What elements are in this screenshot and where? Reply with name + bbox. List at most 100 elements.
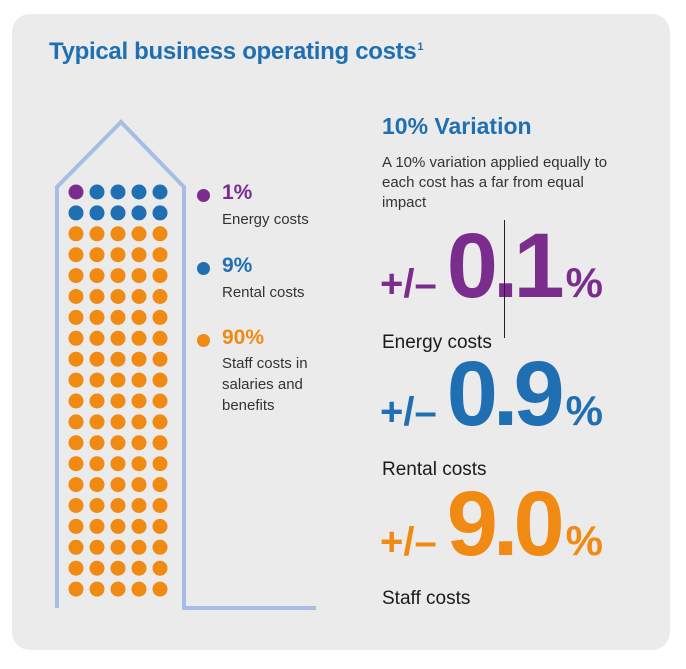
dot-staff xyxy=(152,393,168,409)
dot-staff xyxy=(152,518,168,534)
impact-staff-value: 9.0 xyxy=(446,473,565,575)
dot-staff xyxy=(68,330,84,346)
dot-staff xyxy=(68,414,84,430)
dot-staff xyxy=(131,247,147,263)
impact-rental-suffix: % xyxy=(565,387,603,434)
dot-grid xyxy=(68,184,168,597)
dot-staff xyxy=(110,539,126,555)
dot-staff xyxy=(68,268,84,284)
dot-rental xyxy=(131,205,147,221)
dot-staff xyxy=(131,393,147,409)
title-footnote-marker: 1 xyxy=(417,41,424,53)
impact-energy-label: Energy costs xyxy=(382,332,492,353)
dot-staff xyxy=(89,498,105,513)
impact-rental-label: Rental costs xyxy=(382,459,487,480)
dot-staff xyxy=(110,435,126,451)
dot-staff xyxy=(110,393,126,409)
impact-staff-prefix: +/– xyxy=(380,520,437,564)
dot-staff xyxy=(89,330,105,346)
dot-rental xyxy=(89,184,105,200)
dot-staff xyxy=(89,435,105,451)
dot-staff xyxy=(68,372,84,388)
legend-pct-staff: 90% xyxy=(222,326,265,349)
dot-staff xyxy=(89,414,105,430)
impact-energy-suffix: % xyxy=(565,259,603,306)
dot-staff xyxy=(68,498,84,513)
dot-staff xyxy=(110,309,126,325)
dot-staff xyxy=(89,247,105,263)
dot-staff xyxy=(131,309,147,325)
dot-staff xyxy=(110,372,126,388)
dot-staff xyxy=(110,498,126,513)
dot-rental xyxy=(110,184,126,200)
impact-energy-prefix: +/– xyxy=(380,262,437,306)
building-outline xyxy=(55,119,316,610)
dot-staff xyxy=(131,414,147,430)
legend-dot-energy xyxy=(197,189,210,202)
dot-energy xyxy=(68,184,84,200)
dot-staff xyxy=(89,539,105,555)
dot-staff xyxy=(152,456,168,472)
dot-staff xyxy=(110,477,126,493)
dot-staff xyxy=(131,581,147,597)
dot-staff xyxy=(110,268,126,284)
dot-staff xyxy=(152,414,168,430)
impact-rental-value: 0.9 xyxy=(446,343,565,445)
dot-staff xyxy=(152,247,168,263)
dot-staff xyxy=(68,309,84,325)
dot-rental xyxy=(68,205,84,221)
dot-staff xyxy=(89,477,105,493)
impact-staff: +/– 9.0% xyxy=(380,472,603,577)
dot-staff xyxy=(68,581,84,597)
dot-staff xyxy=(131,351,147,367)
dot-staff xyxy=(110,226,126,242)
dot-staff xyxy=(68,560,84,576)
dot-staff xyxy=(110,289,126,304)
dot-staff xyxy=(131,435,147,451)
impact-energy-value: 0.1 xyxy=(446,215,565,317)
dot-staff xyxy=(89,393,105,409)
dot-staff xyxy=(89,289,105,304)
legend-pct-rental: 9% xyxy=(222,254,253,277)
legend-desc-energy: Energy costs xyxy=(222,211,309,228)
dot-staff xyxy=(152,289,168,304)
dot-rental xyxy=(131,184,147,200)
dot-staff xyxy=(152,435,168,451)
dot-staff xyxy=(152,539,168,555)
dot-staff xyxy=(110,581,126,597)
impact-rental: +/– 0.9% xyxy=(380,342,603,447)
dot-staff xyxy=(152,309,168,325)
dot-staff xyxy=(110,414,126,430)
dot-staff xyxy=(68,456,84,472)
dot-staff xyxy=(152,330,168,346)
dot-staff xyxy=(89,518,105,534)
dot-staff xyxy=(68,393,84,409)
dot-staff xyxy=(110,330,126,346)
dot-staff xyxy=(131,560,147,576)
dot-staff xyxy=(152,560,168,576)
dot-staff xyxy=(152,226,168,242)
dot-staff xyxy=(152,477,168,493)
dot-staff xyxy=(152,372,168,388)
dot-staff xyxy=(110,456,126,472)
dot-staff xyxy=(131,477,147,493)
dot-staff xyxy=(152,268,168,284)
dot-staff xyxy=(152,351,168,367)
dot-staff xyxy=(89,268,105,284)
dot-staff xyxy=(131,456,147,472)
dot-staff xyxy=(152,581,168,597)
dot-staff xyxy=(110,518,126,534)
dot-rental xyxy=(152,184,168,200)
dot-staff xyxy=(89,581,105,597)
dot-staff xyxy=(89,226,105,242)
dot-staff xyxy=(131,226,147,242)
dot-staff xyxy=(89,351,105,367)
legend-desc-rental: Rental costs xyxy=(222,284,305,301)
dot-staff xyxy=(110,560,126,576)
dot-staff xyxy=(110,351,126,367)
dot-staff xyxy=(131,539,147,555)
dot-staff xyxy=(68,477,84,493)
dot-staff xyxy=(131,330,147,346)
dot-rental xyxy=(110,205,126,221)
legend-dot-rental xyxy=(197,262,210,275)
